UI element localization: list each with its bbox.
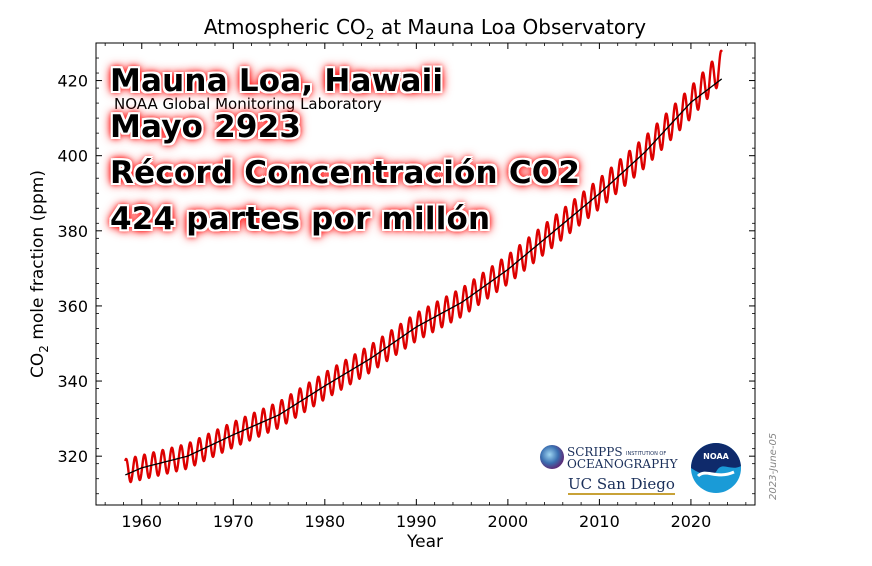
scripps-globe-icon [540, 445, 564, 469]
y-tick-label: 320 [57, 447, 88, 466]
series-monthly-line [124, 49, 723, 484]
y-tick-label: 340 [57, 372, 88, 391]
x-axis-label: Year [406, 532, 443, 552]
noaa-text: NOAA [703, 452, 729, 461]
overlay-date: Mayo 2923 [110, 109, 302, 145]
ucsd-logo: UC San Diego [568, 475, 675, 495]
date-stamp: 2023-June-05 [768, 432, 779, 500]
y-axis-label: CO2 mole fraction (ppm) [28, 170, 51, 378]
series-trend-line [125, 78, 723, 476]
x-tick-label: 1990 [396, 512, 437, 531]
x-tick-label: 1970 [213, 512, 254, 531]
chart-title: Atmospheric CO2 at Mauna Loa Observatory [204, 15, 646, 43]
series-layer [124, 49, 723, 484]
x-tick-label: 1980 [304, 512, 345, 531]
scripps-logo: SCRIPPS INSTITUTION OF OCEANOGRAPHY [540, 444, 680, 476]
headline-overlay: Mauna Loa, Hawaii Mayo 2923 Récord Conce… [110, 58, 580, 242]
y-tick-label: 420 [57, 72, 88, 91]
x-tick-label: 2000 [488, 512, 529, 531]
overlay-location: Mauna Loa, Hawaii [110, 63, 444, 99]
y-axis-ticks: 320 340 360 380 400 420 [57, 57, 755, 495]
y-tick-label: 380 [57, 222, 88, 241]
x-tick-label: 1960 [121, 512, 162, 531]
x-tick-label: 2020 [671, 512, 712, 531]
x-tick-label: 2010 [579, 512, 620, 531]
scripps-institution: INSTITUTION OF [626, 451, 666, 457]
x-axis-ticks: 1960 1970 1980 1990 2000 2010 2020 [104, 43, 747, 531]
y-tick-label: 400 [57, 147, 88, 166]
overlay-record: Récord Concentración CO2 [110, 155, 581, 191]
scripps-name: SCRIPPS [567, 445, 623, 459]
overlay-ppm: 424 partes por millón [110, 201, 491, 237]
scripps-oceanography: OCEANOGRAPHY [567, 457, 679, 471]
chart-subtitle: NOAA Global Monitoring Laboratory [114, 95, 382, 113]
noaa-logo: NOAA [690, 442, 742, 498]
y-tick-label: 360 [57, 297, 88, 316]
plot-frame [95, 42, 756, 506]
